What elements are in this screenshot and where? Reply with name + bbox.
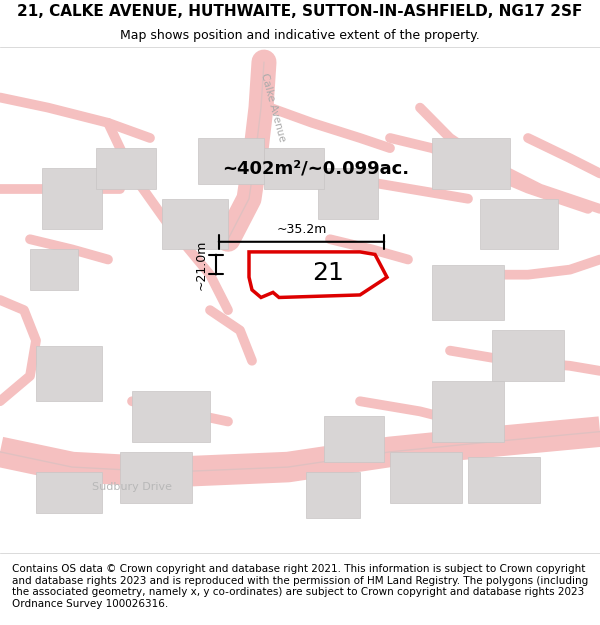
Text: 21, CALKE AVENUE, HUTHWAITE, SUTTON-IN-ASHFIELD, NG17 2SF: 21, CALKE AVENUE, HUTHWAITE, SUTTON-IN-A… [17, 4, 583, 19]
Text: ~402m²/~0.099ac.: ~402m²/~0.099ac. [222, 159, 409, 177]
Polygon shape [30, 249, 78, 290]
Polygon shape [249, 252, 387, 298]
Text: 21: 21 [313, 261, 344, 286]
Polygon shape [318, 168, 378, 219]
Polygon shape [120, 452, 192, 503]
Text: ~35.2m: ~35.2m [277, 222, 326, 236]
Polygon shape [324, 416, 384, 462]
Text: Calke Avenue: Calke Avenue [259, 72, 287, 143]
Polygon shape [492, 331, 564, 381]
Polygon shape [264, 148, 324, 189]
Polygon shape [198, 138, 264, 184]
Polygon shape [480, 199, 558, 249]
Polygon shape [432, 381, 504, 442]
Text: ~21.0m: ~21.0m [194, 239, 208, 290]
Polygon shape [42, 168, 102, 229]
Polygon shape [162, 199, 228, 249]
Polygon shape [36, 346, 102, 401]
Text: Map shows position and indicative extent of the property.: Map shows position and indicative extent… [120, 29, 480, 42]
Polygon shape [468, 457, 540, 503]
Text: Contains OS data © Crown copyright and database right 2021. This information is : Contains OS data © Crown copyright and d… [12, 564, 588, 609]
Text: Sudbury Drive: Sudbury Drive [92, 482, 172, 492]
Polygon shape [390, 452, 462, 503]
Polygon shape [432, 138, 510, 189]
Polygon shape [432, 264, 504, 320]
Polygon shape [132, 391, 210, 442]
Polygon shape [306, 472, 360, 518]
Polygon shape [96, 148, 156, 189]
Polygon shape [36, 472, 102, 512]
